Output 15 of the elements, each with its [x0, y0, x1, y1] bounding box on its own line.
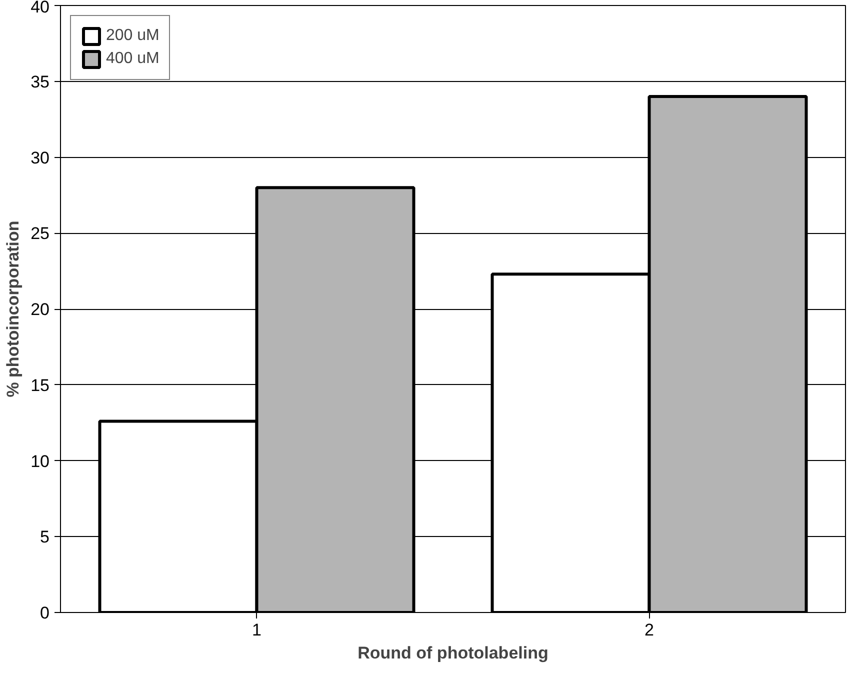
y-tick-label: 5	[40, 528, 50, 547]
y-tick-label: 40	[30, 0, 50, 16]
y-tick-label: 30	[30, 148, 50, 168]
y-axis-title: % photoincorporation	[4, 220, 23, 398]
legend-label: 200 uM	[106, 27, 160, 45]
y-tick-label: 15	[30, 376, 50, 395]
y-tick-label: 20	[30, 300, 50, 319]
x-tick-label: 1	[252, 620, 262, 640]
x-tick-label: 2	[644, 620, 654, 640]
legend-label: 400 uM	[106, 50, 160, 68]
y-tick-label: 25	[30, 224, 50, 244]
y-tick-label: 10	[30, 452, 50, 471]
y-tick-label: 0	[40, 604, 50, 622]
x-axis-title: Round of photolabeling	[358, 644, 548, 662]
y-tick-label: 35	[30, 72, 50, 92]
